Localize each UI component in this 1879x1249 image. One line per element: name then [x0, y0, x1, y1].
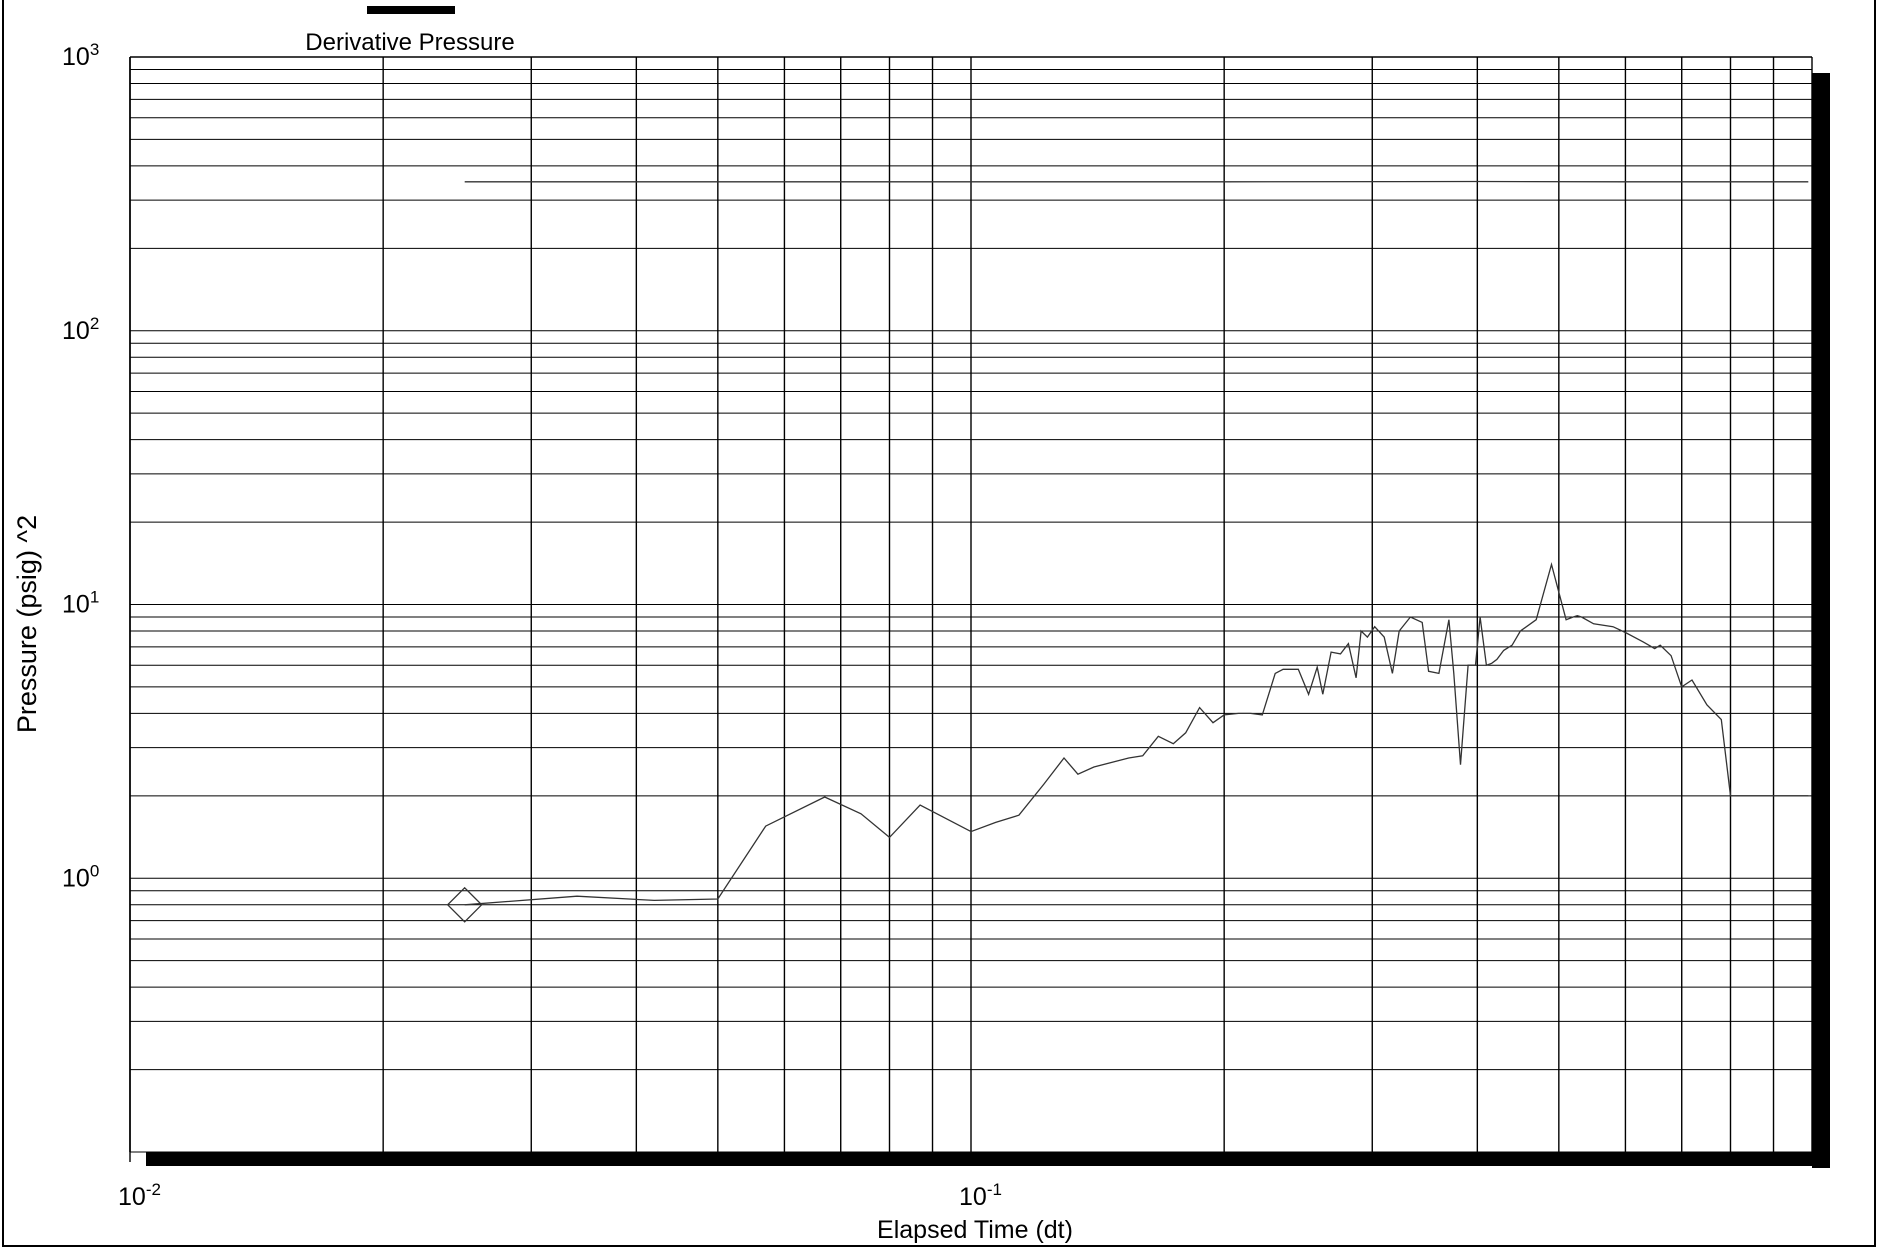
diamond-marker	[446, 886, 483, 923]
grid-lines	[129, 56, 1813, 1162]
x-tick-label: 10-2	[118, 1180, 161, 1211]
tick-labels: 103 102 101 100 10-2 10-1	[62, 40, 1002, 1211]
x-axis-label: Elapsed Time (dt)	[877, 1216, 1073, 1244]
plot-shadow-bottom	[146, 1152, 1830, 1166]
y-tick-label: 103	[62, 40, 99, 71]
plot-shadow-right	[1812, 73, 1830, 1168]
y-axis-label: Pressure (psig) ^2	[12, 515, 42, 733]
plot-shadow	[146, 73, 1830, 1168]
y-tick-label: 102	[62, 314, 99, 345]
x-tick-label: 10-1	[959, 1180, 1002, 1211]
legend-label: Derivative Pressure	[305, 29, 514, 56]
series-line-derivative-pressure	[464, 562, 1809, 906]
series-layer	[446, 180, 1809, 923]
y-tick-label: 100	[62, 861, 99, 892]
legend: Derivative Pressure	[305, 6, 515, 56]
y-tick-label: 101	[62, 588, 99, 619]
